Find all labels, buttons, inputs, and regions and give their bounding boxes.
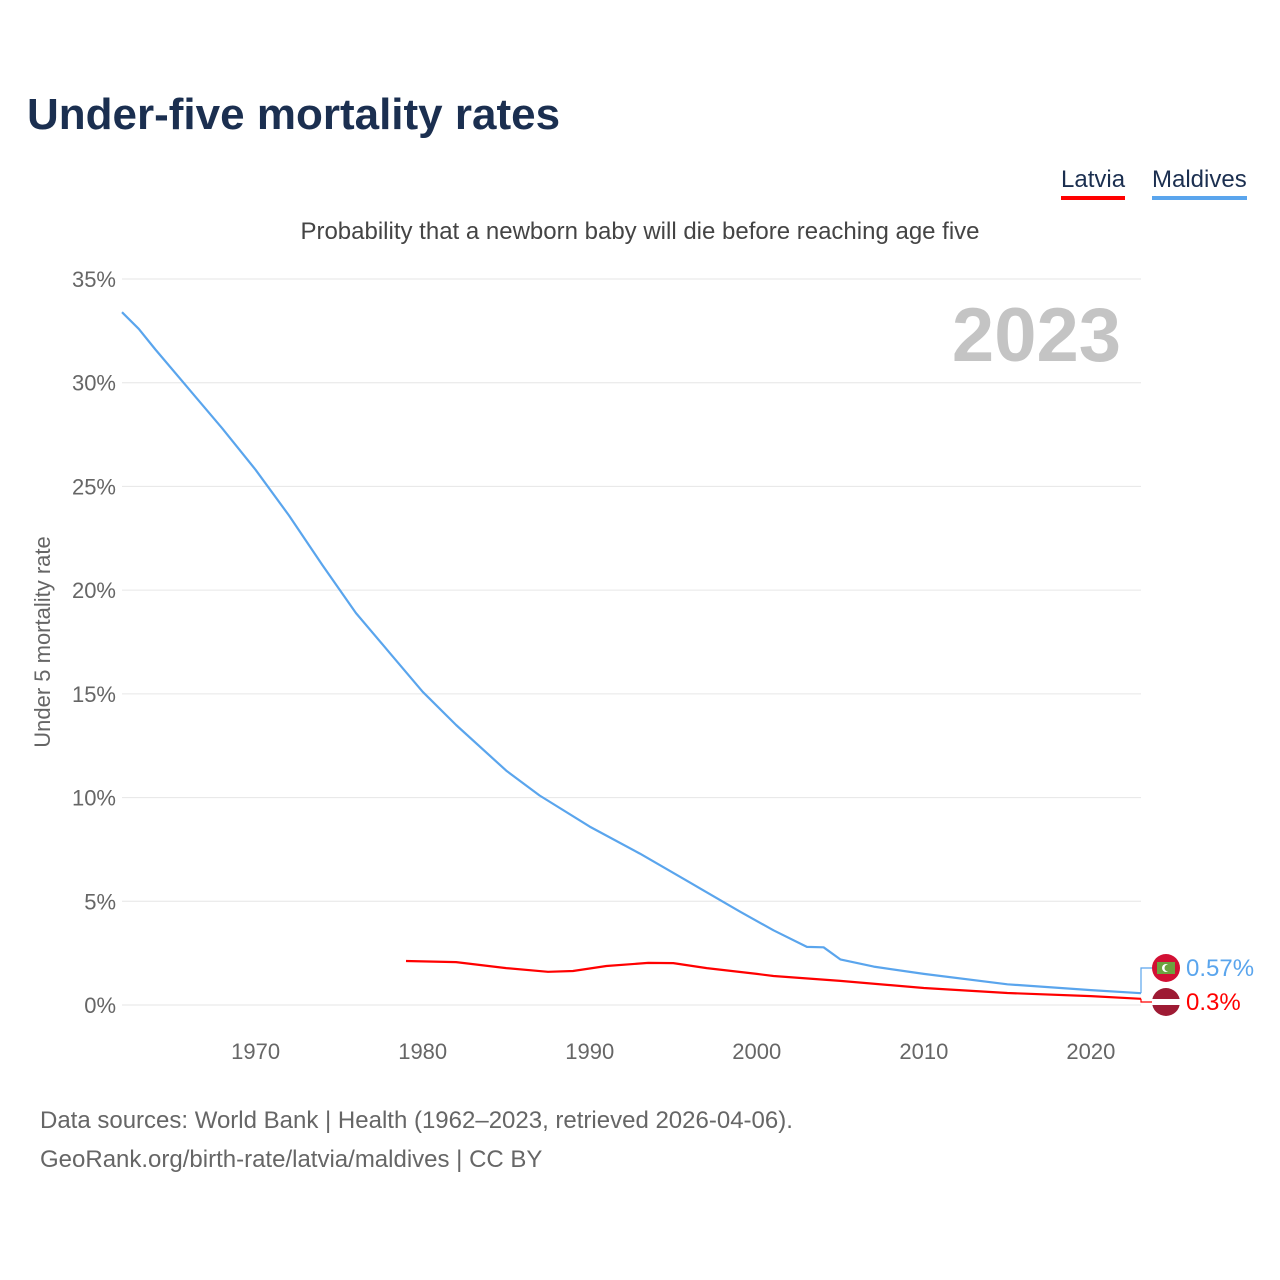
legend-latvia[interactable]: Latvia — [1061, 166, 1126, 200]
y-tick-label: 25% — [72, 474, 116, 499]
x-tick-label: 2020 — [1066, 1039, 1115, 1064]
series-line-latvia — [405, 959, 1142, 1000]
x-tick-label: 2000 — [732, 1039, 781, 1064]
y-tick-label: 0% — [84, 993, 116, 1018]
page-title: Under-five mortality rates — [27, 90, 561, 139]
connector-line — [1140, 998, 1152, 1003]
legend-maldives[interactable]: Maldives — [1152, 166, 1247, 200]
y-tick-label: 20% — [72, 578, 116, 603]
flag-stripe — [1152, 999, 1180, 1005]
source-url: GeoRank.org/birth-rate/latvia/maldives |… — [40, 1146, 543, 1173]
x-tick-label: 1970 — [231, 1039, 280, 1064]
x-tick-label: 2010 — [899, 1039, 948, 1064]
x-tick-label: 1980 — [398, 1039, 447, 1064]
year-label: 2023 — [952, 293, 1121, 378]
x-tick-label: 1990 — [565, 1039, 614, 1064]
source-note: Data sources: World Bank | Health (1962–… — [40, 1107, 793, 1134]
series-line-maldives — [121, 311, 1142, 995]
y-axis-label: Under 5 mortality rate — [30, 536, 55, 748]
y-tick-label: 35% — [72, 267, 116, 292]
crescent-cut — [1164, 964, 1172, 972]
connector-line — [1140, 967, 1152, 994]
end-value-label: 0.3% — [1186, 989, 1241, 1016]
y-tick-label: 5% — [84, 889, 116, 914]
y-tick-label: 30% — [72, 371, 116, 396]
y-tick-label: 15% — [72, 682, 116, 707]
chart-subtitle: Probability that a newborn baby will die… — [300, 218, 980, 245]
y-tick-label: 10% — [72, 786, 116, 811]
end-value-label: 0.57% — [1186, 955, 1254, 982]
